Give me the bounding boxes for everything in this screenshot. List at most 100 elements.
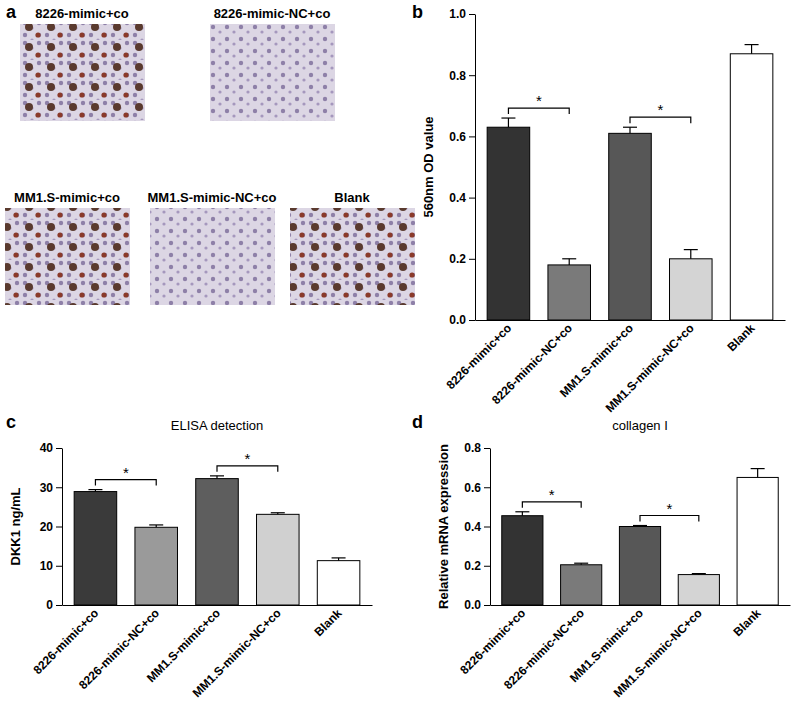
tick-mark xyxy=(56,527,62,528)
error-bar xyxy=(88,490,102,492)
error-bar-cap xyxy=(562,258,576,259)
axis-title: Relative mRNA expression xyxy=(436,444,451,609)
error-bar-cap xyxy=(751,468,765,469)
micrograph xyxy=(150,208,275,305)
error-bar-stem xyxy=(690,250,691,259)
plot-area xyxy=(502,469,778,605)
y-tick: 0.4 xyxy=(449,191,475,205)
y-tick: 0.6 xyxy=(464,481,490,495)
x-tick: Blank xyxy=(311,605,344,639)
bar xyxy=(74,492,117,605)
y-tick: 0.0 xyxy=(464,598,490,612)
image-label: 8226-mimic+co xyxy=(35,6,129,21)
y-axis: 010203040 xyxy=(40,441,63,612)
bar xyxy=(609,133,652,320)
y-tick: 1.0 xyxy=(449,7,475,21)
tick-label: 20 xyxy=(40,520,54,534)
y-axis: 0.0 0.2 0.4 0.6 0.8 1.0 xyxy=(449,7,475,327)
image-label: 8226-mimic-NC+co xyxy=(214,6,331,21)
tick-label: MM1.S-mimic-NC+co xyxy=(611,606,705,700)
tick-label: 0.4 xyxy=(464,520,481,534)
x-tick: Blank xyxy=(731,605,764,639)
y-axis: 0.0 0.2 0.4 0.6 0.8 xyxy=(464,441,490,612)
x-tick: Blank xyxy=(724,320,757,354)
tick-mark xyxy=(56,605,62,606)
significance-label: * xyxy=(666,500,672,517)
tick-mark xyxy=(469,75,475,76)
y-tick: 20 xyxy=(40,520,62,534)
tick-label: 30 xyxy=(40,481,54,495)
error-bar xyxy=(271,513,285,515)
tick-label: 0.4 xyxy=(449,191,466,205)
bar xyxy=(487,127,530,320)
x-tick: MM1.S-mimic-NC+co xyxy=(603,320,697,415)
x-tick: MM1.S-mimic-NC+co xyxy=(611,605,705,700)
tick-mark xyxy=(484,527,490,528)
y-tick: 0.0 xyxy=(449,313,475,327)
y-tick: 0.6 xyxy=(449,130,475,144)
y-tick: 10 xyxy=(40,559,62,573)
tick-mark xyxy=(484,487,490,488)
bar xyxy=(619,527,660,606)
tick-label: 40 xyxy=(40,441,54,455)
tick-label: 0.8 xyxy=(464,441,481,455)
y-tick: 0.2 xyxy=(464,559,490,573)
tick-label: 0.2 xyxy=(449,252,466,266)
y-tick: 0.4 xyxy=(464,520,490,534)
error-bar xyxy=(633,525,647,527)
error-bar-cap xyxy=(210,475,224,476)
axis-title: 560nm OD value xyxy=(421,116,436,217)
error-bar xyxy=(515,512,529,516)
error-bar-stem xyxy=(629,127,630,133)
error-bar xyxy=(562,259,576,265)
tick-mark xyxy=(56,487,62,488)
micrograph xyxy=(5,208,130,305)
tick-label: 0.0 xyxy=(464,598,481,612)
bar xyxy=(730,54,773,320)
y-tick: 0.8 xyxy=(464,441,490,455)
tick-label: Blank xyxy=(311,606,344,639)
bar xyxy=(670,259,713,320)
image-label: Blank xyxy=(334,190,370,205)
y-tick: 0.8 xyxy=(449,69,475,83)
tick-label: 10 xyxy=(40,559,54,573)
axis-title: DKK1 ng/mL xyxy=(8,487,23,565)
x-axis: 8226-mimic+co8226-mimic-NC+coMM1.S-mimic… xyxy=(30,605,372,700)
tick-mark xyxy=(484,566,490,567)
bar xyxy=(561,565,602,605)
axis-line xyxy=(491,605,791,606)
plot-area xyxy=(487,45,773,320)
error-bar-cap xyxy=(149,524,163,525)
error-bar xyxy=(210,476,224,479)
error-bar-cap xyxy=(88,489,102,490)
error-bar-cap xyxy=(574,563,588,564)
error-bar xyxy=(501,118,515,127)
chart-title: ELISA detection xyxy=(171,418,264,433)
tick-label: 0.6 xyxy=(464,481,481,495)
error-bar-cap xyxy=(684,249,698,250)
y-tick: 40 xyxy=(40,441,62,455)
micrograph xyxy=(20,24,145,121)
chart-title: collagen I xyxy=(612,418,668,433)
error-bar-cap xyxy=(692,573,706,574)
significance-label: * xyxy=(549,486,555,503)
tick-label: 0.2 xyxy=(464,559,481,573)
error-bar-stem xyxy=(569,259,570,265)
chart: dcollagen I0.00.20.40.60.8Relative mRNA … xyxy=(412,412,791,700)
bar xyxy=(737,477,778,605)
micrograph xyxy=(290,208,415,305)
bar xyxy=(196,479,239,605)
plot-area xyxy=(74,476,360,605)
significance-label: * xyxy=(123,464,129,481)
bar xyxy=(502,516,543,605)
error-bar xyxy=(692,573,706,575)
axis-line xyxy=(476,320,786,321)
error-bar xyxy=(684,250,698,259)
error-bar-cap xyxy=(623,127,637,128)
x-axis: 8226-mimic+co8226-mimic-NC+coMM1.S-mimic… xyxy=(443,320,785,415)
panel-label: a xyxy=(6,2,17,22)
tick-label: 1.0 xyxy=(449,7,466,21)
error-bar-cap xyxy=(271,512,285,513)
x-tick: MM1.S-mimic-NC+co xyxy=(190,605,284,700)
bar xyxy=(135,527,178,605)
